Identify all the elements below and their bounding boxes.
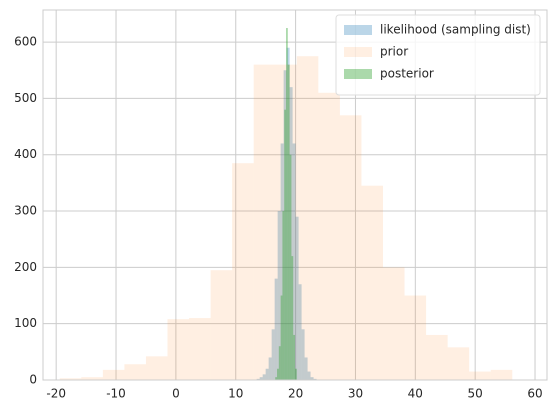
bar: [289, 87, 293, 380]
bar: [262, 374, 266, 380]
bar: [382, 267, 405, 380]
bar: [291, 256, 294, 380]
bar: [210, 270, 233, 380]
bar: [292, 143, 296, 380]
bar: [426, 334, 448, 380]
x-tick-label: 10: [228, 387, 243, 401]
x-tick-label: -10: [106, 387, 126, 401]
bar: [259, 377, 263, 380]
bar: [284, 109, 287, 381]
legend-label: prior: [380, 45, 408, 59]
bar: [167, 319, 190, 380]
legend-swatch: [344, 47, 372, 57]
bar: [313, 378, 317, 380]
x-tick-label: 50: [468, 387, 483, 401]
bar: [275, 377, 278, 380]
bar: [361, 185, 383, 380]
bar: [298, 284, 302, 380]
bar: [293, 334, 295, 380]
plot-frame: [42, 9, 548, 381]
bar: [274, 278, 278, 380]
bar: [271, 329, 275, 380]
bar: [339, 115, 362, 381]
bar: [265, 368, 269, 380]
y-tick-label: 200: [14, 260, 37, 274]
x-tick-label: 0: [172, 387, 180, 401]
y-tick-label: 400: [14, 147, 37, 161]
bar: [278, 346, 281, 380]
bar: [189, 318, 211, 380]
x-tick-label: 40: [408, 387, 423, 401]
bar: [280, 143, 284, 380]
bar: [124, 364, 146, 380]
bar: [253, 64, 276, 381]
legend-swatch: [344, 25, 372, 35]
bar: [277, 211, 281, 380]
x-tick-label: 30: [348, 387, 363, 401]
x-tick-label: -20: [46, 387, 66, 401]
legend-label: likelihood (sampling dist): [380, 23, 531, 37]
bar: [286, 28, 288, 381]
bar: [59, 378, 82, 380]
bar: [280, 295, 283, 380]
y-tick-label: 100: [14, 316, 37, 330]
y-tick-label: 0: [29, 373, 37, 387]
bar: [295, 368, 297, 380]
bar: [275, 64, 297, 381]
bar: [287, 64, 290, 381]
legend-swatch: [344, 69, 372, 79]
bar: [256, 378, 260, 380]
bar: [145, 356, 168, 380]
x-tick-label: 20: [288, 387, 303, 401]
bar: [277, 368, 279, 380]
bar: [295, 216, 299, 380]
bar: [283, 70, 287, 380]
bar: [404, 295, 427, 380]
bar: [81, 377, 103, 380]
y-tick-label: 300: [14, 204, 37, 218]
bar: [490, 369, 513, 380]
bar: [304, 357, 308, 380]
bar: [447, 347, 470, 380]
x-tick-label: 60: [527, 387, 542, 401]
bar: [232, 163, 254, 380]
bar: [296, 56, 319, 381]
y-tick-label: 500: [14, 91, 37, 105]
bar: [301, 329, 305, 380]
bar: [469, 371, 491, 380]
bar: [282, 211, 285, 380]
legend-label: posterior: [380, 67, 434, 81]
bar: [310, 377, 314, 380]
bar: [289, 154, 292, 380]
bar: [307, 371, 311, 380]
bar: [102, 369, 125, 380]
y-tick-label: 600: [14, 35, 37, 49]
bar: [286, 47, 290, 380]
legend-box: [335, 14, 541, 96]
bar: [318, 92, 340, 380]
bar: [268, 357, 272, 380]
